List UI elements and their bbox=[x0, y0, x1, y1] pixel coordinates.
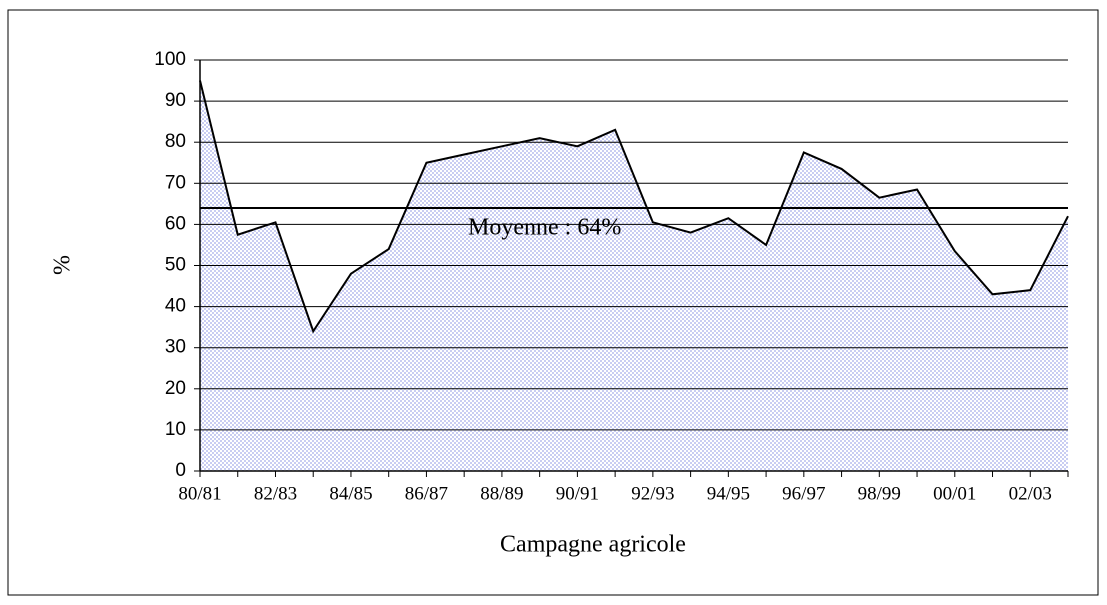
y-tick-label: 70 bbox=[165, 172, 186, 193]
x-tick-label: 02/03 bbox=[1009, 483, 1052, 504]
y-tick-label: 100 bbox=[154, 49, 186, 70]
x-tick-label: 82/83 bbox=[254, 483, 297, 504]
annotation: Moyenne : 64% bbox=[468, 214, 621, 240]
x-tick-label: 00/01 bbox=[933, 483, 976, 504]
area-fill bbox=[200, 80, 1068, 472]
x-axis-title: Campagne agricole bbox=[500, 532, 686, 558]
y-tick-label: 20 bbox=[165, 378, 186, 399]
x-tick-label: 96/97 bbox=[782, 483, 825, 504]
chart-frame bbox=[7, 9, 1099, 596]
x-tick-label: 80/81 bbox=[178, 483, 221, 504]
area-line bbox=[199, 80, 1069, 334]
y-tick-label: 0 bbox=[175, 460, 186, 481]
y-tick-label: 80 bbox=[165, 131, 186, 152]
x-tick-label: 88/89 bbox=[480, 483, 523, 504]
x-tick-label: 98/99 bbox=[858, 483, 901, 504]
x-tick-label: 86/87 bbox=[405, 483, 448, 504]
y-tick-label: 60 bbox=[165, 213, 186, 234]
y-tick-label: 50 bbox=[165, 255, 186, 276]
y-tick-label: 90 bbox=[165, 90, 186, 111]
y-tick-label: 30 bbox=[165, 337, 186, 358]
y-tick-label: 40 bbox=[165, 296, 186, 317]
y-axis-title: % bbox=[50, 255, 76, 275]
y-tick-label: 10 bbox=[165, 419, 186, 440]
x-tick-label: 90/91 bbox=[556, 483, 599, 504]
x-tick-label: 92/93 bbox=[631, 483, 674, 504]
x-tick-label: 94/95 bbox=[707, 483, 750, 504]
x-tick-label: 84/85 bbox=[329, 483, 372, 504]
plot: 0 10 20 30 40 50 60 70 80 90 100 80/81 82/83 84/85 86/… bbox=[154, 49, 1069, 504]
